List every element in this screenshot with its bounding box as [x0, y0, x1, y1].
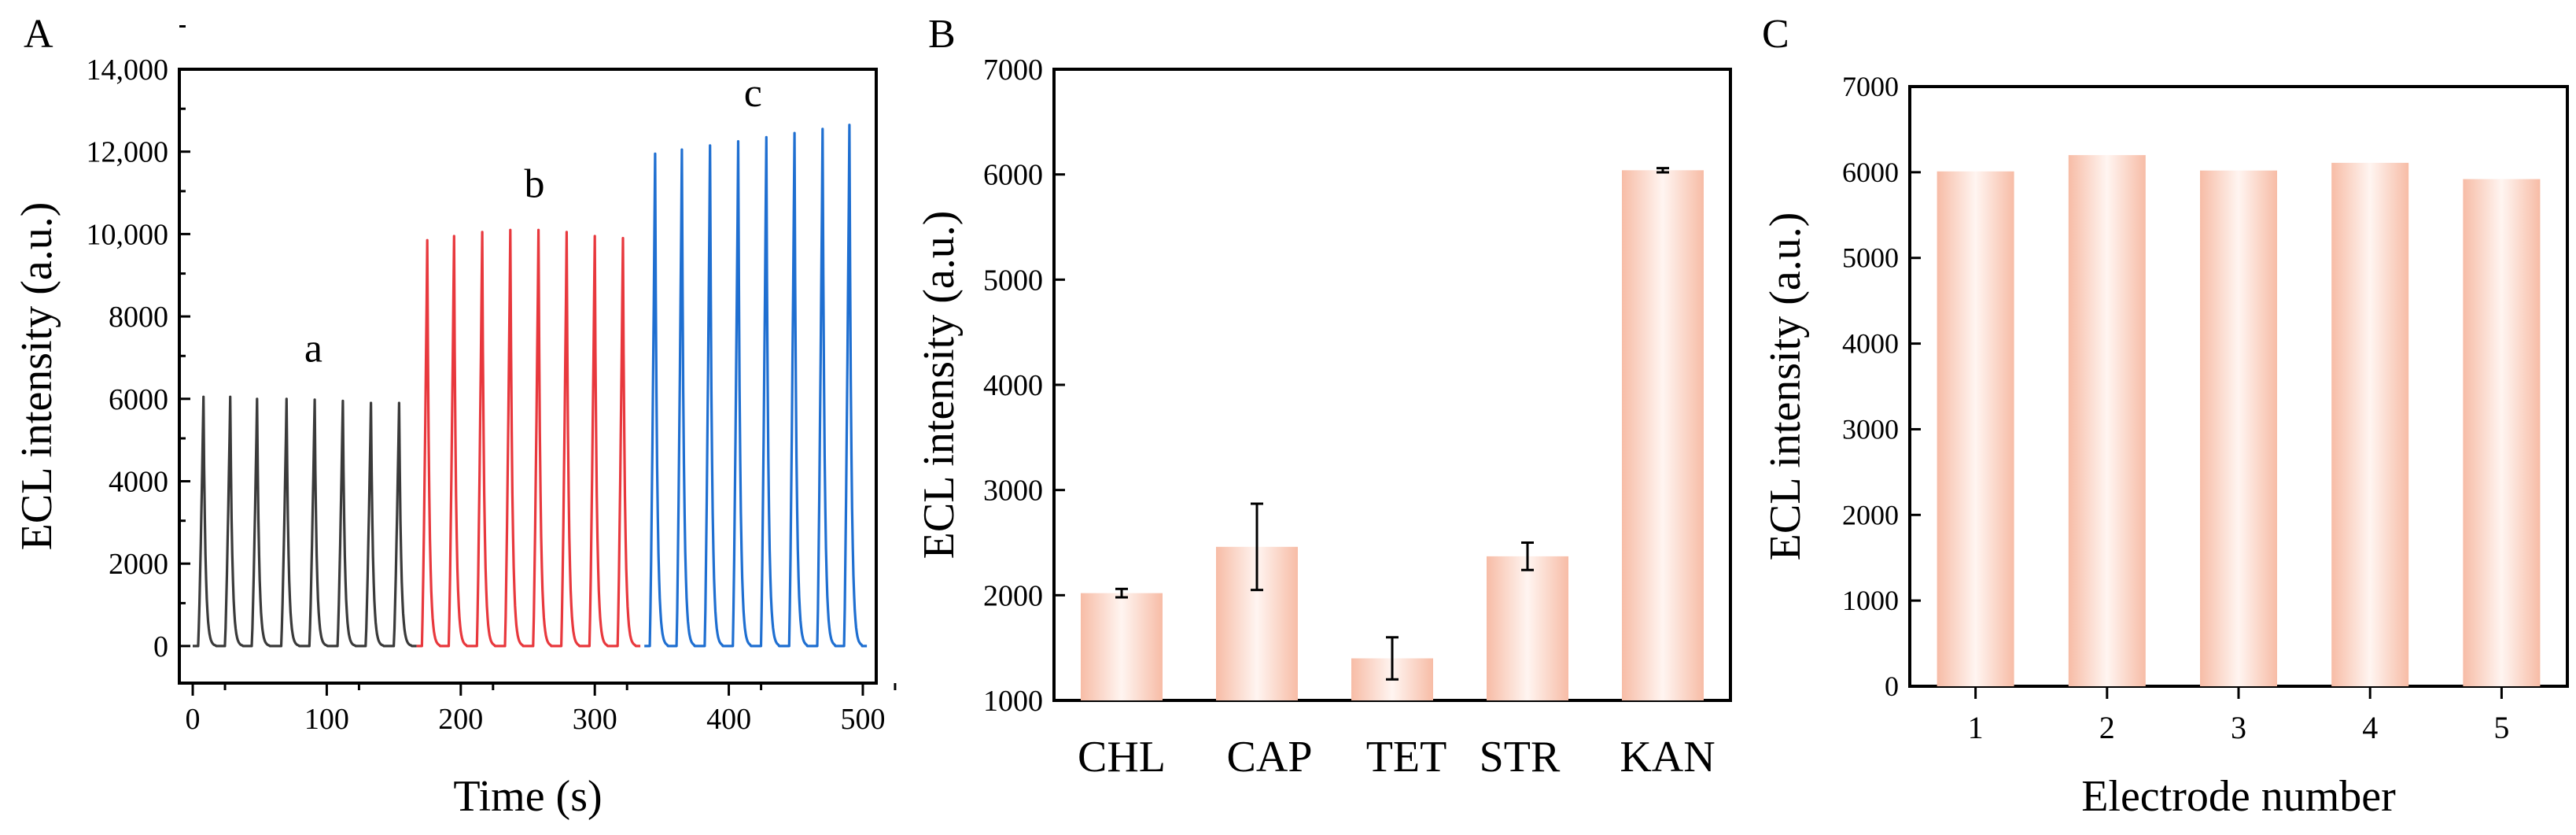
x-tick-label-b: CHL — [1078, 733, 1166, 781]
x-tick-label-c: 2 — [2099, 710, 2115, 745]
plot-a-frame — [178, 68, 878, 685]
x-tick-label-c: 3 — [2231, 710, 2246, 745]
bar-c — [2068, 155, 2146, 687]
y-axis-label-a: ECL intensity (a.u.) — [13, 202, 61, 551]
y-tick-label-c: 5000 — [1842, 242, 1899, 274]
series-line-c — [643, 124, 868, 648]
y-tick-label-a: 0 — [153, 630, 168, 663]
series-line-a — [192, 395, 418, 648]
x-tick-label-c: 4 — [2362, 710, 2378, 745]
y-axis-label-c: ECL intensity (a.u.) — [1761, 212, 1810, 561]
y-tick-label-c: 3000 — [1842, 413, 1899, 445]
bar-b — [1081, 593, 1163, 700]
bar-c — [2463, 179, 2541, 686]
y-axis-c: 0 1000 2000 3000 4000 5000 6000 7000 — [1842, 71, 1921, 702]
series-line-b — [415, 228, 641, 648]
x-tick-label-b: KAN — [1620, 733, 1715, 781]
y-tick-label-a: 4000 — [109, 465, 168, 498]
x-axis-b: CHL CAP TET STR KAN — [1078, 733, 1715, 781]
y-tick-label-b: 6000 — [983, 159, 1043, 192]
bar-b — [1487, 556, 1568, 700]
y-tick-label-c: 2000 — [1842, 499, 1899, 530]
y-tick-label-c: 1000 — [1842, 585, 1899, 616]
x-axis-label-a: Time (s) — [453, 772, 602, 821]
x-axis-c: 1 2 3 4 5 — [1968, 686, 2509, 745]
panel-a-letter: A — [24, 12, 53, 57]
series-group-a: a b c — [192, 71, 868, 648]
y-tick-label-b: 1000 — [983, 685, 1043, 718]
y-tick-label-a: 14,000 — [87, 54, 169, 87]
bars-b — [1081, 167, 1704, 700]
x-tick-label-a: 300 — [573, 703, 617, 736]
panel-c-letter: C — [1762, 12, 1789, 57]
x-tick-label-c: 5 — [2493, 710, 2509, 745]
y-tick-label-c: 6000 — [1842, 157, 1899, 188]
y-tick-label-c: 4000 — [1842, 328, 1899, 360]
bar-b — [1622, 170, 1704, 700]
series-label-a: a — [304, 327, 322, 371]
y-axis-a: 0 2000 4000 6000 8000 10,000 12,000 14,000 — [87, 25, 190, 663]
bars-c — [1937, 155, 2541, 687]
panel-a: A 0 2000 4000 6000 8000 10,000 12,000 14,000 0 1… — [13, 12, 897, 821]
panel-c: C 0 1000 2000 3000 4000 5000 6000 7000 1 2 3 4 5 EC… — [1761, 12, 2569, 821]
x-tick-label-b: CAP — [1227, 733, 1313, 781]
y-tick-label-a: 12,000 — [87, 136, 169, 169]
y-axis-b: 1000 2000 3000 4000 5000 6000 7000 — [983, 54, 1065, 718]
x-tick-label-a: 0 — [186, 703, 201, 736]
x-axis-label-c: Electrode number — [2081, 772, 2396, 821]
x-tick-label-b: TET — [1366, 733, 1447, 781]
x-tick-label-a: 200 — [438, 703, 483, 736]
bar-c — [2331, 162, 2409, 686]
series-label-b: b — [525, 161, 545, 206]
bar-c — [2200, 170, 2277, 686]
y-tick-label-a: 6000 — [109, 383, 168, 416]
panel-b: B 1000 2000 3000 4000 5000 6000 7000 CHL CAP TET… — [915, 12, 1732, 781]
y-tick-label-c: 7000 — [1842, 71, 1899, 102]
y-tick-label-b: 3000 — [983, 475, 1043, 508]
x-tick-label-c: 1 — [1968, 710, 1984, 745]
x-tick-label-b: STR — [1480, 733, 1561, 781]
y-tick-label-b: 5000 — [983, 264, 1043, 297]
bar-c — [1937, 171, 2014, 687]
y-tick-label-c: 0 — [1885, 671, 1899, 702]
x-tick-label-a: 400 — [706, 703, 751, 736]
y-tick-label-a: 8000 — [109, 301, 168, 334]
x-tick-label-a: 100 — [304, 703, 349, 736]
y-axis-label-b: ECL intensity (a.u.) — [915, 211, 964, 560]
y-tick-label-a: 10,000 — [87, 218, 169, 251]
y-tick-label-b: 4000 — [983, 369, 1043, 402]
y-tick-label-a: 2000 — [109, 548, 168, 581]
x-axis-a: 0 100 200 300 400 500 — [186, 683, 897, 736]
series-label-c: c — [744, 71, 762, 116]
x-tick-label-a: 500 — [840, 703, 885, 736]
y-tick-label-b: 2000 — [983, 579, 1043, 612]
panel-b-letter: B — [928, 12, 956, 57]
y-tick-label-b: 7000 — [983, 54, 1043, 87]
